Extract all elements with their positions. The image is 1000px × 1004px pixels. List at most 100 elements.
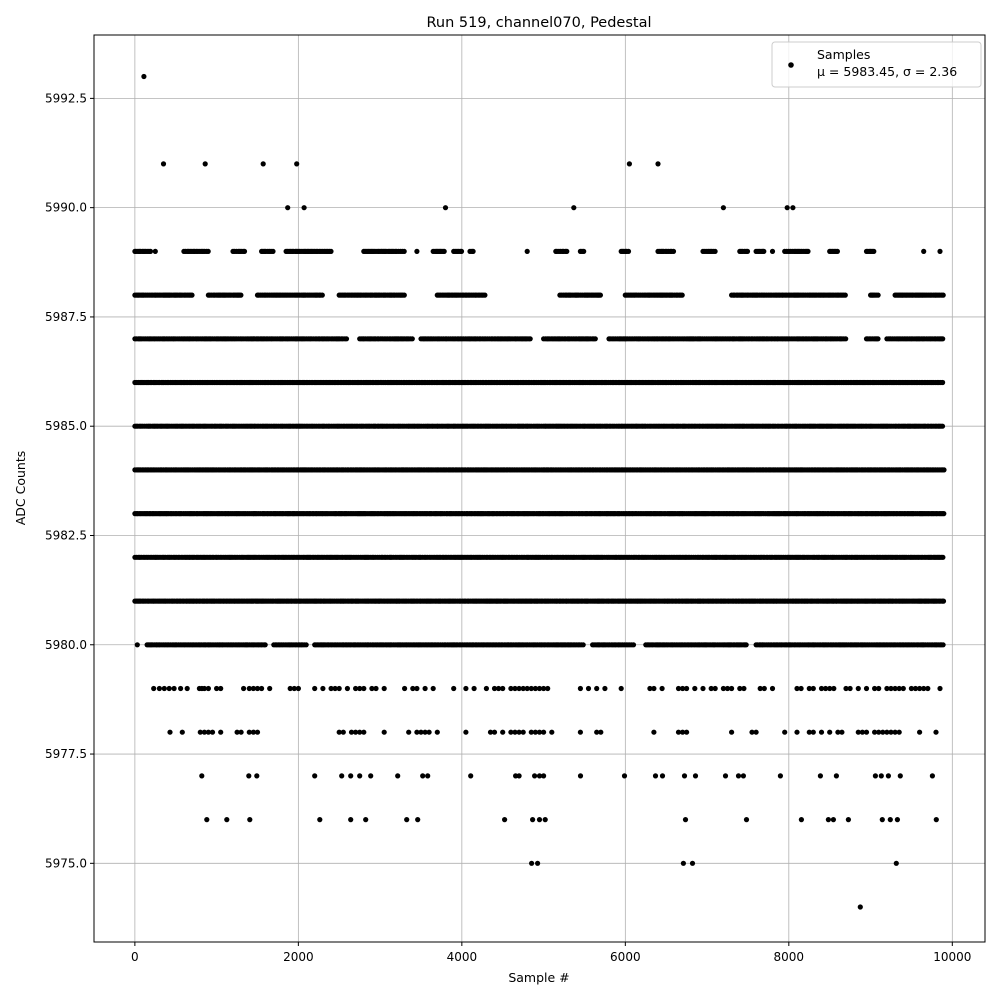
data-point — [238, 729, 244, 735]
data-point — [496, 685, 502, 692]
data-point — [425, 773, 431, 779]
x-axis-label: Sample # — [508, 970, 569, 985]
data-point — [651, 729, 657, 735]
data-point — [597, 292, 604, 298]
data-point — [241, 248, 248, 254]
data-point — [201, 685, 207, 692]
data-point — [178, 685, 184, 692]
data-point — [892, 729, 898, 735]
data-point — [361, 685, 367, 692]
legend-box — [771, 41, 982, 88]
data-point — [940, 379, 946, 386]
data-point — [940, 554, 946, 560]
data-point — [259, 685, 265, 692]
data-point — [729, 685, 735, 692]
data-point — [769, 685, 776, 692]
data-point — [594, 685, 600, 692]
data-point — [536, 685, 543, 692]
data-point — [908, 685, 915, 692]
data-point — [402, 685, 408, 692]
data-point — [871, 248, 877, 254]
data-point — [805, 248, 811, 254]
data-point — [545, 685, 551, 692]
data-point — [152, 248, 158, 254]
legend-stats: μ = 5983.45, σ = 2.36 — [817, 64, 957, 79]
y-axis: 5975.05977.55980.05982.55985.05987.55990… — [45, 91, 94, 870]
data-point — [839, 729, 845, 735]
data-point — [357, 685, 363, 692]
data-point — [708, 685, 714, 692]
x-tick-label: 10000 — [933, 950, 971, 964]
legend-marker — [788, 62, 794, 68]
data-point — [598, 729, 604, 735]
y-tick-label: 5987.5 — [45, 310, 87, 324]
data-point — [925, 685, 931, 692]
data-point — [166, 685, 172, 692]
data-point — [863, 685, 870, 692]
x-tick-label: 6000 — [610, 950, 641, 964]
data-point — [491, 685, 498, 692]
data-point — [564, 248, 570, 254]
data-point — [161, 685, 167, 692]
data-point — [524, 685, 530, 692]
data-point — [692, 773, 699, 779]
data-point — [859, 729, 866, 735]
data-point — [743, 642, 749, 648]
data-point — [516, 773, 522, 779]
data-point — [270, 248, 276, 254]
data-point — [303, 642, 309, 648]
data-point — [863, 729, 870, 735]
data-point — [806, 729, 812, 735]
data-point — [512, 729, 518, 735]
data-point — [500, 729, 506, 735]
data-point — [782, 729, 788, 735]
data-point — [343, 336, 350, 342]
data-point — [381, 729, 387, 735]
data-point — [872, 685, 878, 692]
data-point — [880, 729, 886, 735]
data-point — [491, 729, 498, 735]
data-point — [777, 773, 784, 779]
data-point — [287, 685, 293, 692]
data-point — [319, 292, 325, 298]
data-point — [798, 817, 805, 823]
data-point — [834, 248, 841, 254]
data-point — [680, 860, 687, 866]
data-point — [167, 729, 173, 735]
data-point — [818, 729, 825, 735]
data-point — [361, 729, 367, 735]
data-point — [894, 817, 901, 823]
data-point — [368, 773, 374, 779]
data-point — [527, 336, 533, 342]
data-point — [516, 685, 522, 692]
data-point — [406, 729, 412, 735]
data-point — [682, 817, 689, 823]
data-point — [757, 685, 763, 692]
data-point — [134, 642, 140, 648]
grid — [94, 35, 985, 942]
data-point — [577, 685, 584, 692]
data-point — [418, 729, 424, 735]
data-point — [224, 817, 230, 823]
data-point — [285, 205, 291, 211]
x-tick-label: 0 — [131, 950, 139, 964]
data-point — [344, 685, 350, 692]
data-point — [937, 248, 943, 254]
data-point — [422, 729, 428, 735]
data-point — [684, 729, 690, 735]
data-point — [254, 729, 261, 735]
data-point — [896, 685, 902, 692]
data-point — [348, 773, 354, 779]
data-point — [524, 248, 530, 254]
data-point — [827, 729, 833, 735]
data-point — [415, 817, 421, 823]
y-tick-label: 5985.0 — [45, 419, 87, 433]
data-point — [328, 685, 334, 692]
data-point — [878, 773, 884, 779]
data-point — [940, 292, 946, 298]
data-point — [470, 248, 476, 254]
data-point — [831, 685, 837, 692]
data-point — [888, 729, 894, 735]
data-point — [189, 292, 195, 298]
y-axis-label: ADC Counts — [13, 451, 28, 526]
